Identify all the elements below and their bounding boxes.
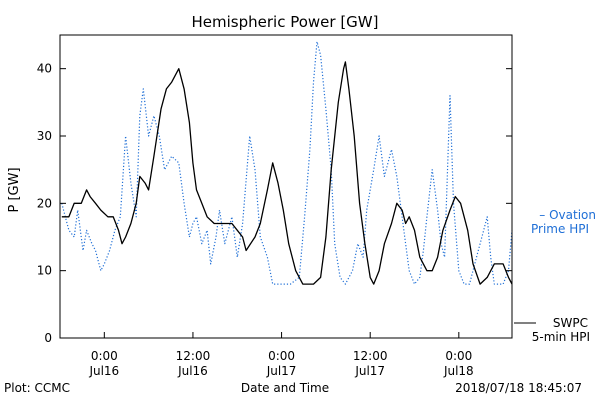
x-tick-date-0: Jul16 (88, 364, 119, 378)
x-tick-date-1: Jul16 (177, 364, 208, 378)
y-tick-label-2: 20 (37, 196, 52, 210)
y-tick-label-3: 30 (37, 129, 52, 143)
x-tick-time-1: 12:00 (176, 349, 211, 363)
footer-right: 2018/07/18 18:45:07 (455, 381, 582, 395)
x-tick-date-3: Jul17 (354, 364, 385, 378)
series-layer (61, 41, 513, 285)
y-tick-label-0: 0 (44, 331, 52, 345)
chart-title: Hemispheric Power [GW] (192, 13, 379, 31)
legend-swpc-line1: SWPC (553, 316, 588, 330)
legend: – Ovation Prime HPI SWPC 5-min HPI (514, 208, 596, 344)
legend-ovation-line1: – Ovation (539, 208, 596, 222)
x-tick-time-2: 0:00 (268, 349, 295, 363)
legend-ovation-line2: Prime HPI (531, 222, 589, 236)
series-line-swpc-5-min-hpi (61, 61, 513, 285)
x-axis-label: Date and Time (241, 381, 329, 395)
y-tick-label-1: 10 (37, 264, 52, 278)
plot-frame (59, 34, 513, 339)
footer-left: Plot: CCMC (4, 381, 70, 395)
x-tick-time-4: 0:00 (445, 349, 472, 363)
series-line-ovation-prime-hpi (61, 41, 513, 285)
x-tick-date-4: Jul18 (443, 364, 474, 378)
axis-layer: 0102030400:00Jul1612:00Jul160:00Jul1712:… (37, 62, 512, 378)
x-tick-time-0: 0:00 (91, 349, 118, 363)
legend-swpc-line2: 5-min HPI (532, 330, 590, 344)
y-axis-label: P [GW] (7, 167, 22, 212)
x-tick-date-2: Jul17 (266, 364, 297, 378)
y-tick-label-4: 40 (37, 62, 52, 76)
x-tick-time-3: 12:00 (353, 349, 388, 363)
